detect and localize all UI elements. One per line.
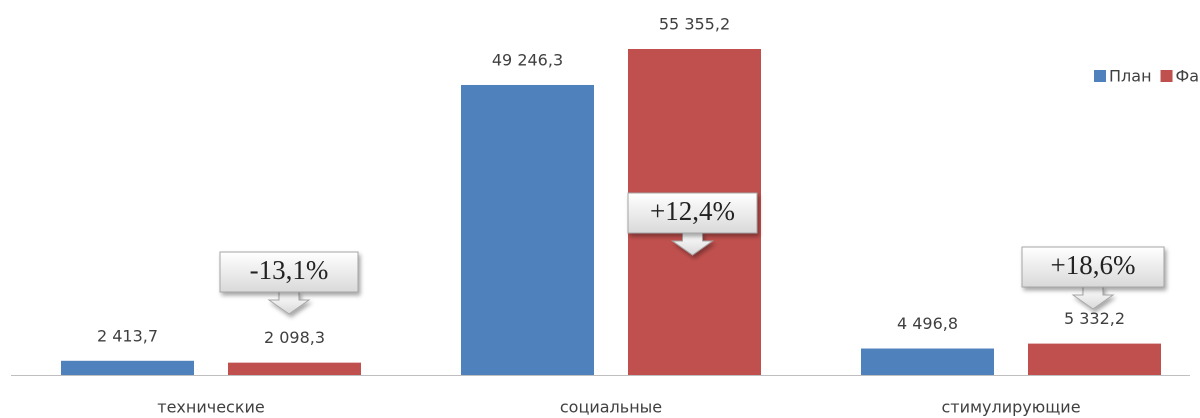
legend-label: Факт: [1176, 67, 1200, 86]
callout-label: -13,1%: [250, 255, 329, 285]
bar: [1028, 343, 1161, 375]
x-tick-label: технические: [157, 398, 265, 417]
value-label: 2 098,3: [264, 328, 325, 347]
value-label: 2 413,7: [97, 326, 158, 345]
callout-arrow: [1071, 286, 1115, 310]
callout-label: +18,6%: [1051, 250, 1136, 280]
callout-arrow: [670, 232, 715, 256]
value-label: 4 496,8: [897, 314, 958, 333]
legend-swatch: [1094, 70, 1106, 82]
bar: [228, 362, 361, 375]
callout-label: +12,4%: [650, 196, 735, 226]
bar: [861, 348, 994, 375]
value-label: 5 332,2: [1064, 309, 1125, 328]
value-label: 55 355,2: [659, 15, 730, 34]
bar: [61, 360, 194, 375]
x-tick-label: стимулирующие: [941, 398, 1080, 417]
callout-arrow: [267, 291, 311, 315]
legend-swatch: [1160, 70, 1173, 82]
value-label: 49 246,3: [492, 50, 563, 69]
x-tick-label: социальные: [560, 398, 662, 417]
legend-label: План: [1109, 67, 1152, 86]
callout-box: [627, 192, 758, 234]
callout-box: [219, 251, 359, 293]
bar: [461, 84, 594, 375]
callout-box: [1021, 246, 1165, 288]
